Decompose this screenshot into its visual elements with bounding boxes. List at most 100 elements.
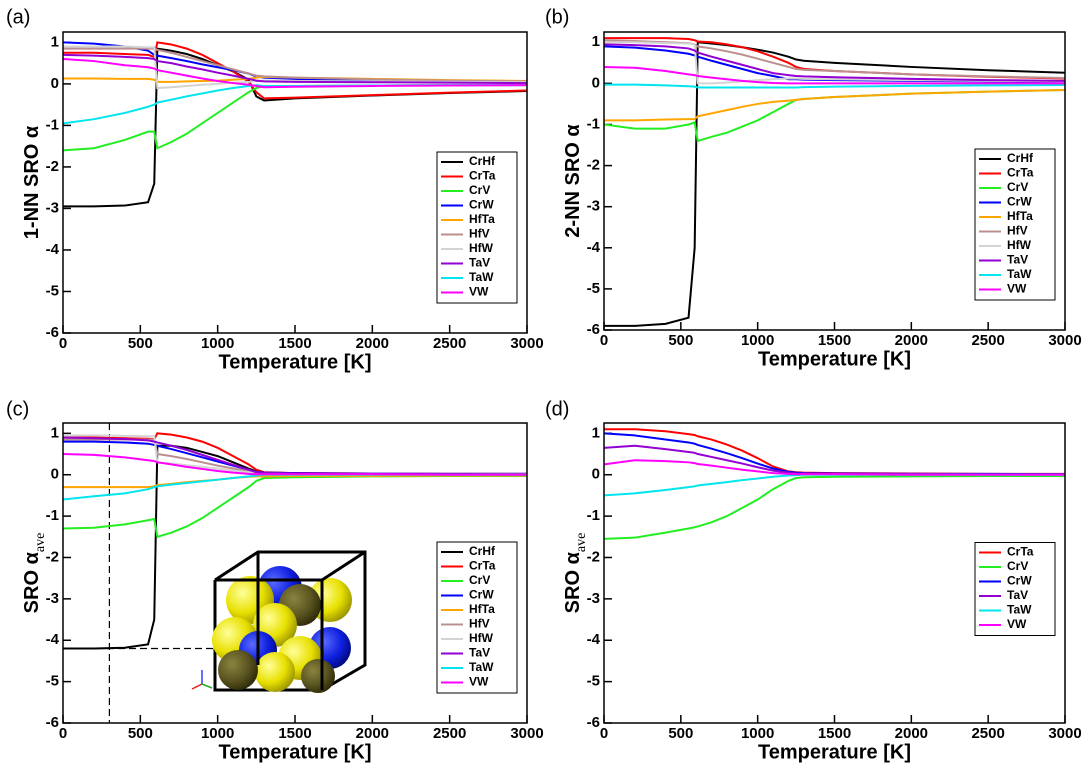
y-tick-label: -4 <box>587 239 601 256</box>
y-tick-label: -3 <box>587 198 600 215</box>
y-axis-title-main: 2-NN SRO α <box>562 124 584 238</box>
x-tick-label: 0 <box>59 335 67 352</box>
legend-label: CrV <box>1007 180 1028 194</box>
panel-label: (d) <box>545 398 569 420</box>
x-tick-label: 1000 <box>201 335 234 352</box>
y-tick-label: -5 <box>587 280 600 297</box>
y-tick-label: -2 <box>46 548 59 565</box>
x-tick-label: 0 <box>600 725 608 742</box>
legend-label: CrW <box>1007 574 1032 588</box>
x-tick-label: 2000 <box>356 335 389 352</box>
y-tick-label: -5 <box>46 673 59 690</box>
y-tick-label: -2 <box>46 158 59 175</box>
series-line <box>63 438 527 476</box>
series-line <box>604 88 1065 122</box>
legend-label: VW <box>469 285 489 299</box>
legend-label: CrW <box>469 588 494 602</box>
x-tick-label: 2500 <box>971 332 1004 349</box>
y-tick-label: -5 <box>46 282 59 299</box>
legend-label: CrHf <box>1007 151 1034 165</box>
x-tick-label: 2500 <box>971 725 1004 742</box>
x-tick-label: 2000 <box>895 332 928 349</box>
y-axis-title-main: SRO α <box>21 551 43 613</box>
legend-label: VW <box>1007 617 1027 631</box>
x-tick-label: 1500 <box>278 335 311 352</box>
series-line <box>604 459 1065 476</box>
series-line <box>604 474 1065 540</box>
y-axis-title-sub: ave <box>574 533 589 552</box>
series-line <box>63 453 527 476</box>
y-tick-label: -2 <box>587 548 600 565</box>
y-tick-label: -1 <box>587 507 600 524</box>
x-tick-label: 2500 <box>433 725 466 742</box>
y-tick-label: 1 <box>51 33 59 50</box>
legend-label: VW <box>469 675 489 689</box>
y-axis-title-main: SRO α <box>562 551 584 613</box>
legend-label: CrV <box>469 573 490 587</box>
x-tick-label: 3000 <box>510 725 543 742</box>
x-tick-label: 0 <box>59 725 67 742</box>
legend-label: HfTa <box>1007 209 1033 223</box>
y-tick-label: 1 <box>592 424 600 441</box>
x-tick-label: 1500 <box>278 725 311 742</box>
legend-label: VW <box>1007 282 1027 296</box>
structure-inset <box>191 550 367 693</box>
y-tick-label: -4 <box>587 631 601 648</box>
legend-label: CrTa <box>1007 545 1034 559</box>
y-tick-label: -6 <box>587 714 600 731</box>
y-tick-label: 0 <box>592 74 600 91</box>
y-tick-label: -6 <box>587 321 600 338</box>
y-tick-label: 1 <box>592 33 600 50</box>
series-line <box>604 444 1065 476</box>
x-tick-label: 500 <box>668 725 693 742</box>
y-tick-label: -1 <box>46 116 59 133</box>
y-tick-label: -4 <box>46 631 60 648</box>
y-tick-label: -3 <box>46 590 59 607</box>
legend-label: TaW <box>469 660 494 674</box>
legend-label: HfTa <box>469 602 495 616</box>
y-tick-label: 0 <box>51 75 59 92</box>
legend-label: TaV <box>469 646 490 660</box>
series-line <box>63 57 527 89</box>
y-tick-label: -3 <box>46 199 59 216</box>
plot-frame <box>603 422 1066 724</box>
y-axis-title-main: 1-NN SRO α <box>21 125 43 239</box>
legend-label: CrHf <box>469 544 496 558</box>
y-tick-label: -2 <box>587 157 600 174</box>
legend-label: HfV <box>1007 224 1028 238</box>
x-tick-label: 1000 <box>741 332 774 349</box>
series-line <box>63 84 527 125</box>
legend-label: TaW <box>1007 267 1032 281</box>
legend-label: CrV <box>1007 559 1028 573</box>
y-tick-label: -6 <box>46 324 59 341</box>
panel-label: (c) <box>6 398 29 420</box>
x-axis-title: Temperature [K] <box>219 351 372 373</box>
series-line <box>604 83 1065 89</box>
x-tick-label: 1500 <box>818 725 851 742</box>
legend-label: HfW <box>469 241 494 255</box>
legend-label: HfTa <box>469 212 495 226</box>
series-line <box>63 41 527 100</box>
series-line <box>604 43 1065 82</box>
series-line <box>63 474 527 539</box>
series-line <box>604 428 1065 475</box>
legend-label: CrV <box>469 183 490 197</box>
series-line <box>63 47 527 83</box>
panel-label: (b) <box>545 6 569 28</box>
legend-label: TaV <box>469 256 490 270</box>
series-line <box>63 434 527 476</box>
x-tick-label: 500 <box>128 335 153 352</box>
y-axis-title: SRO αave <box>21 533 47 614</box>
series-line <box>604 473 1065 497</box>
y-tick-label: 1 <box>51 424 59 441</box>
plot-frame <box>603 31 1066 331</box>
x-tick-label: 3000 <box>1048 332 1081 349</box>
series-line <box>63 41 527 83</box>
series-line <box>604 65 1065 85</box>
legend-box <box>974 542 1056 636</box>
plot-frame <box>62 422 528 724</box>
x-tick-label: 500 <box>668 332 693 349</box>
plot-frame <box>62 31 528 334</box>
legend-label: TaW <box>469 270 494 284</box>
y-tick-label: -6 <box>46 714 59 731</box>
